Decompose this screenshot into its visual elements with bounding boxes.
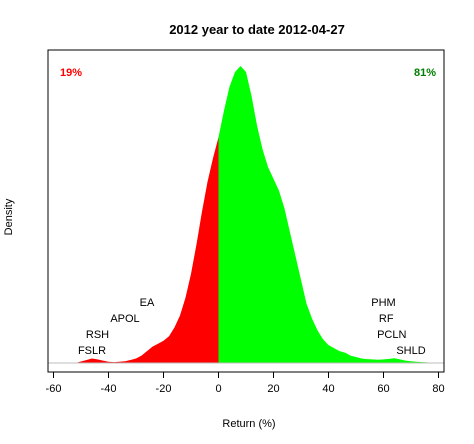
x-tick-label: 80 — [432, 383, 444, 395]
x-tick-label: -60 — [46, 383, 62, 395]
stock-label: PCLN — [377, 329, 406, 341]
x-tick-label: 20 — [267, 383, 279, 395]
stock-label: PHM — [371, 297, 395, 309]
chart-title: 2012 year to date 2012-04-27 — [169, 22, 345, 37]
stock-label: APOL — [110, 313, 139, 325]
y-axis-label: Density — [3, 198, 15, 235]
x-axis: -60 -40 -20 0 20 40 60 80 — [46, 371, 445, 395]
x-axis-label: Return (%) — [222, 418, 275, 430]
x-tick-label: -40 — [101, 383, 117, 395]
stock-label: EA — [140, 297, 155, 309]
x-tick-label: 0 — [215, 383, 221, 395]
stock-label: RSH — [86, 329, 109, 341]
x-tick-label: 40 — [322, 383, 334, 395]
stock-label: SHLD — [396, 345, 425, 357]
stock-label: RF — [379, 313, 394, 325]
positive-return-area — [218, 66, 433, 363]
x-tick-label: -20 — [156, 383, 172, 395]
negative-return-area — [75, 137, 219, 363]
positive-percent-label: 81% — [414, 67, 436, 79]
stock-label: FSLR — [78, 345, 106, 357]
x-tick-label: 60 — [377, 383, 389, 395]
right-stock-labels: PHM RF PCLN SHLD — [371, 297, 425, 357]
negative-percent-label: 19% — [60, 67, 82, 79]
